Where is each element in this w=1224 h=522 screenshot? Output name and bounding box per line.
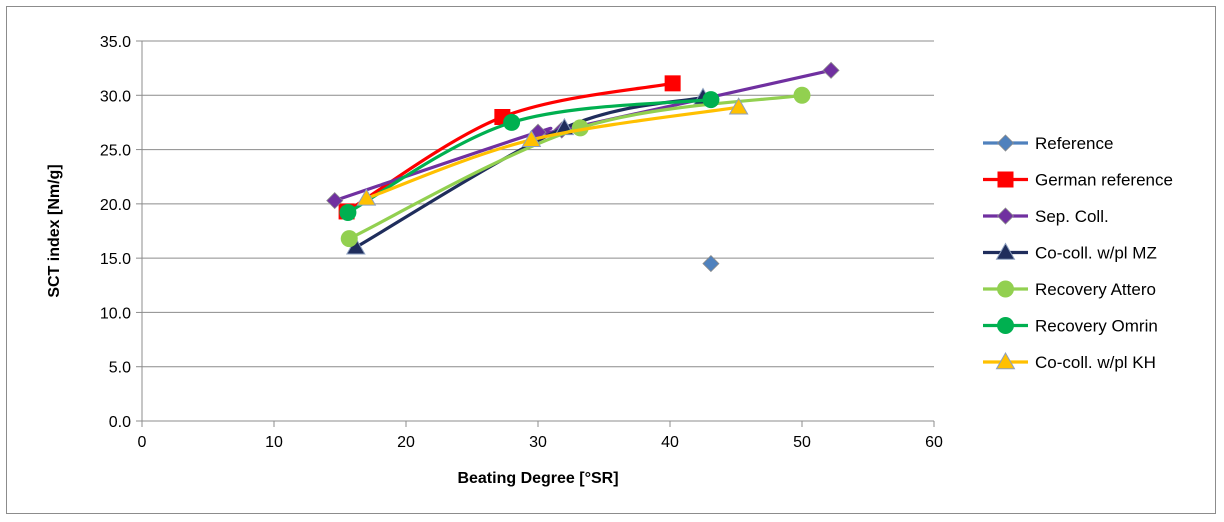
- x-tick-label: 10: [265, 434, 283, 451]
- legend-marker: [995, 242, 1016, 260]
- legend-item-recovery-attero: Recovery Attero: [983, 280, 1156, 299]
- x-tick-label: 50: [793, 434, 811, 451]
- data-point: [728, 97, 749, 115]
- chart-frame: 0.0 5.0 10.0 15.0 20.0 25.0 30.0 35.0 0 10 20 30 40 5…: [6, 6, 1216, 514]
- x-axis-title: Beating Degree [°SR]: [457, 470, 618, 487]
- y-tick-label: 20.0: [100, 197, 131, 214]
- legend-label: Recovery Omrin: [1035, 317, 1158, 336]
- legend-marker: [997, 317, 1014, 334]
- legend-label: Reference: [1035, 134, 1113, 153]
- x-tick-label: 60: [925, 434, 943, 451]
- series-co-coll-w-pl-mz: [345, 87, 713, 255]
- grid-layer: [142, 40, 934, 368]
- legend-item-german-reference: German reference: [983, 171, 1173, 190]
- legend-marker: [996, 207, 1015, 225]
- series-co-coll-w-pl-kh: [356, 97, 749, 206]
- x-tick-label: 30: [529, 434, 547, 451]
- legend-label: Recovery Attero: [1035, 280, 1156, 299]
- data-point: [340, 230, 358, 248]
- legend-item-reference: Reference: [983, 134, 1113, 153]
- series-layer: [326, 61, 840, 273]
- legend-layer: Reference German reference Sep. Coll. Co-co…: [983, 134, 1173, 372]
- data-point: [793, 86, 811, 104]
- legend-label: German reference: [1035, 171, 1173, 190]
- y-tick-label: 30.0: [100, 88, 131, 105]
- x-tick-label: 40: [661, 434, 679, 451]
- legend-item-sep-coll: Sep. Coll.: [983, 207, 1109, 226]
- legend-item-co-coll-w-pl-mz: Co-coll. w/pl MZ: [983, 242, 1157, 263]
- data-point: [326, 192, 344, 210]
- legend-label: Co-coll. w/pl KH: [1035, 353, 1156, 372]
- data-point: [702, 91, 720, 109]
- axis-layer: 0.0 5.0 10.0 15.0 20.0 25.0 30.0 35.0 0 10 20 30 40 5…: [100, 34, 943, 451]
- y-tick-label: 10.0: [100, 305, 131, 322]
- series-reference: [702, 255, 720, 273]
- y-tick-label: 15.0: [100, 251, 131, 268]
- legend-item-recovery-omrin: Recovery Omrin: [983, 317, 1158, 336]
- series-recovery-omrin: [339, 91, 720, 222]
- legend-label: Co-coll. w/pl MZ: [1035, 244, 1157, 263]
- data-point: [356, 188, 377, 206]
- y-tick-label: 0.0: [109, 414, 131, 431]
- legend-marker: [997, 171, 1014, 188]
- y-tick-label: 35.0: [100, 34, 131, 51]
- y-tick-label: 5.0: [109, 360, 131, 377]
- y-axis-title: SCT index [Nm/g]: [46, 164, 63, 297]
- y-tick-label: 25.0: [100, 143, 131, 160]
- data-point: [702, 255, 720, 273]
- data-point: [503, 113, 521, 131]
- series-line: [345, 81, 675, 214]
- legend-marker: [996, 134, 1015, 152]
- data-point: [521, 129, 542, 148]
- data-point: [664, 75, 681, 92]
- chart-svg: 0.0 5.0 10.0 15.0 20.0 25.0 30.0 35.0 0 10 20 30 40 5…: [46, 34, 1173, 487]
- series-line: [347, 93, 804, 241]
- series-line: [346, 98, 713, 215]
- x-tick-label: 0: [138, 434, 147, 451]
- legend-marker: [995, 351, 1016, 370]
- data-point: [822, 61, 840, 79]
- series-line: [364, 105, 741, 201]
- data-point: [339, 204, 357, 222]
- series-recovery-attero: [340, 86, 811, 248]
- series-german-reference: [338, 75, 681, 220]
- legend-item-co-coll-w-pl-kh: Co-coll. w/pl KH: [983, 351, 1156, 372]
- x-tick-label: 20: [397, 434, 415, 451]
- legend-marker: [997, 280, 1014, 298]
- legend-label: Sep. Coll.: [1035, 207, 1109, 226]
